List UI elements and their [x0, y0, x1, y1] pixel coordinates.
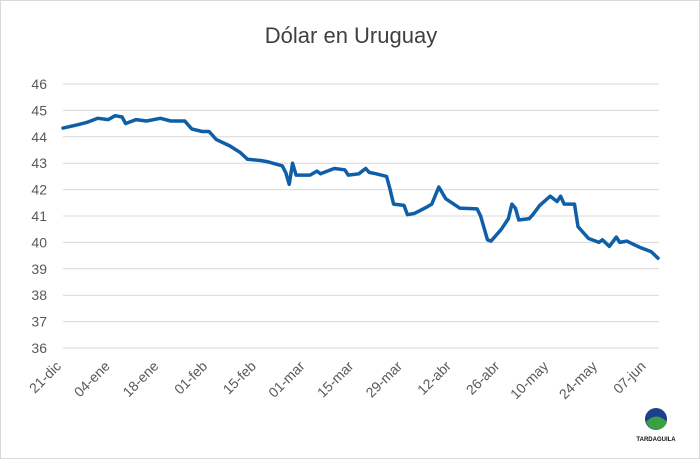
tardaguila-logo: TARDAGUILA — [636, 408, 676, 443]
y-tick-label: 42 — [31, 182, 47, 198]
y-tick-label: 45 — [31, 102, 47, 118]
x-tick-label: 10-may — [507, 358, 551, 402]
x-tick-label: 04-ene — [71, 358, 113, 400]
y-tick-label: 36 — [31, 340, 47, 356]
y-tick-label: 46 — [31, 76, 47, 92]
x-tick-label: 21-dic — [26, 358, 64, 396]
x-tick-label: 15-mar — [314, 358, 357, 401]
x-tick-label: 01-feb — [171, 358, 211, 398]
y-tick-label: 38 — [31, 287, 47, 303]
x-tick-label: 24-may — [556, 358, 600, 402]
x-tick-label: 18-ene — [119, 358, 161, 400]
x-tick-label: 26-abr — [463, 358, 503, 398]
x-tick-label: 29-mar — [362, 358, 405, 401]
x-tick-label: 07-jun — [610, 358, 649, 397]
y-tick-label: 39 — [31, 261, 47, 277]
svg-text:TARDAGUILA: TARDAGUILA — [636, 437, 676, 443]
y-tick-label: 40 — [31, 234, 47, 250]
y-tick-label: 43 — [31, 155, 47, 171]
chart-title: Dólar en Uruguay — [265, 23, 437, 48]
x-tick-label: 01-mar — [265, 358, 308, 401]
y-tick-label: 41 — [31, 208, 47, 224]
x-tick-label: 12-abr — [414, 358, 454, 398]
y-tick-label: 44 — [31, 129, 47, 145]
x-tick-label: 15-feb — [220, 358, 260, 398]
y-tick-label: 37 — [31, 314, 47, 330]
